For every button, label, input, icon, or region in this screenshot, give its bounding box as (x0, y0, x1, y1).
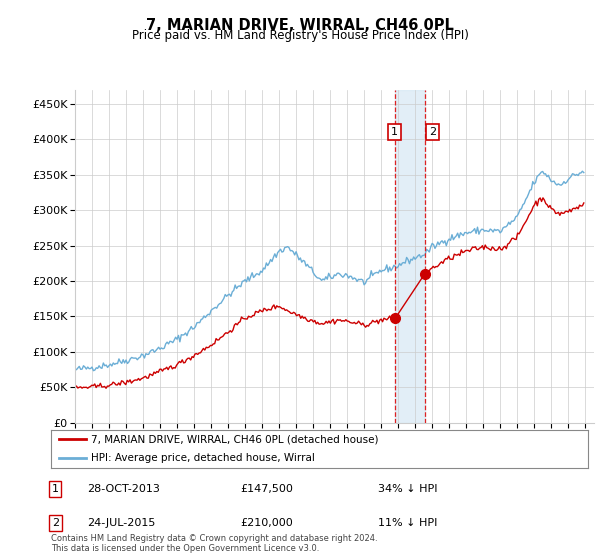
Text: £147,500: £147,500 (240, 484, 293, 494)
Text: £210,000: £210,000 (240, 518, 293, 528)
Text: 11% ↓ HPI: 11% ↓ HPI (378, 518, 437, 528)
Text: Contains HM Land Registry data © Crown copyright and database right 2024.
This d: Contains HM Land Registry data © Crown c… (51, 534, 377, 553)
Text: 2: 2 (52, 518, 59, 528)
Text: Price paid vs. HM Land Registry's House Price Index (HPI): Price paid vs. HM Land Registry's House … (131, 29, 469, 42)
Text: 7, MARIAN DRIVE, WIRRAL, CH46 0PL: 7, MARIAN DRIVE, WIRRAL, CH46 0PL (146, 18, 454, 33)
Text: 24-JUL-2015: 24-JUL-2015 (87, 518, 155, 528)
Text: 7, MARIAN DRIVE, WIRRAL, CH46 0PL (detached house): 7, MARIAN DRIVE, WIRRAL, CH46 0PL (detac… (91, 434, 379, 444)
Text: 1: 1 (52, 484, 59, 494)
Text: 1: 1 (391, 127, 398, 137)
Text: 2: 2 (429, 127, 436, 137)
Bar (395, 90, 425, 423)
Text: HPI: Average price, detached house, Wirral: HPI: Average price, detached house, Wirr… (91, 453, 315, 463)
Text: 28-OCT-2013: 28-OCT-2013 (87, 484, 160, 494)
Text: 34% ↓ HPI: 34% ↓ HPI (378, 484, 437, 494)
